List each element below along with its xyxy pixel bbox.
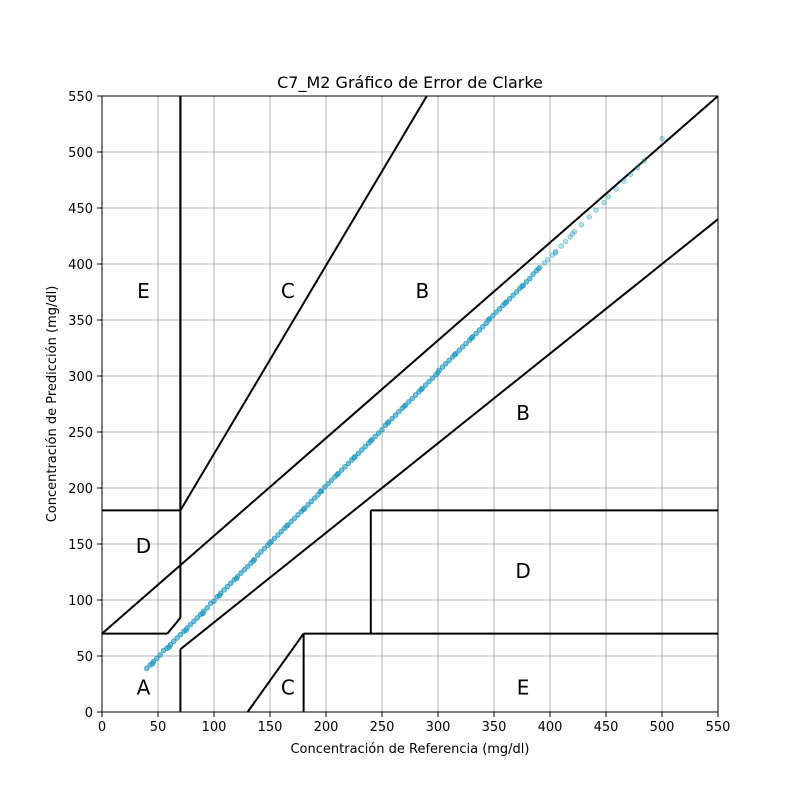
data-point — [234, 576, 239, 581]
data-point — [563, 239, 568, 244]
data-point — [150, 661, 155, 666]
data-point — [268, 540, 273, 545]
zone-label-d: D — [515, 559, 530, 583]
x-tick-label: 500 — [650, 720, 675, 735]
x-tick-label: 400 — [538, 720, 563, 735]
y-tick-label: 400 — [68, 258, 93, 273]
y-axis-label: Concentración de Predicción (mg/dl) — [45, 286, 60, 523]
x-tick-label: 350 — [482, 720, 507, 735]
y-tick-label: 150 — [68, 538, 93, 553]
data-point — [184, 628, 189, 633]
data-point — [436, 370, 441, 375]
y-tick-label: 100 — [68, 594, 93, 609]
x-tick-label: 300 — [426, 720, 451, 735]
y-tick-label: 450 — [68, 202, 93, 217]
data-point — [642, 159, 647, 164]
data-point — [622, 179, 627, 184]
zone-label-c: C — [281, 675, 295, 699]
data-point — [587, 215, 592, 220]
zone-label-c: C — [281, 279, 295, 303]
data-point — [452, 352, 457, 357]
data-point — [601, 200, 606, 205]
data-point — [469, 336, 474, 341]
data-point — [419, 387, 424, 392]
data-point — [205, 605, 210, 610]
data-point — [503, 301, 508, 306]
data-point — [301, 507, 306, 512]
data-point — [200, 611, 205, 616]
y-tick-label: 250 — [68, 426, 93, 441]
data-point — [594, 208, 599, 213]
x-tick-label: 150 — [258, 720, 283, 735]
data-point — [527, 276, 532, 281]
y-tick-label: 0 — [85, 706, 93, 721]
y-tick-label: 500 — [68, 146, 93, 161]
data-point — [614, 187, 619, 192]
data-point — [212, 599, 217, 604]
chart-title: C7_M2 Gráfico de Error de Clarke — [277, 73, 543, 93]
data-point — [559, 244, 564, 249]
zone-label-b: B — [415, 279, 429, 303]
data-point — [251, 558, 256, 563]
data-point — [380, 427, 385, 432]
data-point — [217, 593, 222, 598]
zone-label-e: E — [137, 279, 150, 303]
x-tick-label: 250 — [370, 720, 395, 735]
data-point — [536, 266, 541, 271]
data-point — [570, 231, 575, 236]
x-tick-label: 100 — [202, 720, 227, 735]
data-point — [284, 524, 289, 529]
y-tick-label: 300 — [68, 370, 93, 385]
zone-label-d: D — [136, 534, 151, 558]
zone-label-a: A — [137, 675, 151, 699]
x-tick-label: 200 — [314, 720, 339, 735]
data-point — [628, 172, 633, 177]
x-tick-label: 450 — [594, 720, 619, 735]
y-tick-label: 350 — [68, 314, 93, 329]
data-point — [385, 421, 390, 426]
zone-label-e: E — [517, 675, 530, 699]
zone-label-b: B — [516, 401, 530, 425]
data-point — [635, 165, 640, 170]
data-point — [158, 652, 163, 657]
data-point — [402, 404, 407, 409]
data-point — [660, 136, 665, 141]
data-point — [486, 318, 491, 323]
data-point — [545, 257, 550, 262]
data-point — [606, 194, 611, 199]
data-point — [352, 455, 357, 460]
data-point — [335, 472, 340, 477]
y-tick-label: 550 — [68, 90, 93, 105]
y-tick-label: 200 — [68, 482, 93, 497]
data-point — [520, 284, 525, 289]
x-tick-label: 50 — [150, 720, 167, 735]
data-point — [368, 439, 373, 444]
data-point — [553, 250, 558, 255]
y-tick-label: 50 — [76, 650, 93, 665]
x-tick-label: 0 — [98, 720, 106, 735]
x-tick-label: 550 — [706, 720, 731, 735]
data-point — [167, 645, 172, 650]
data-point — [318, 489, 323, 494]
x-axis-label: Concentración de Referencia (mg/dl) — [290, 742, 529, 757]
data-point — [579, 222, 584, 227]
